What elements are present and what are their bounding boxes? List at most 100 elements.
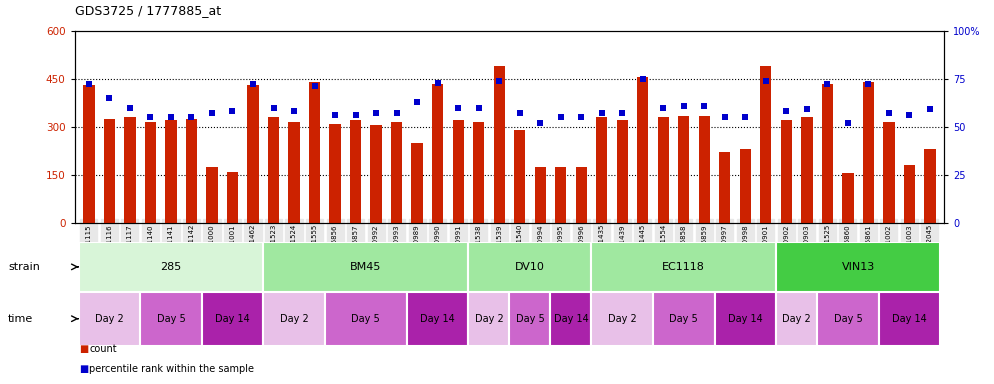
Point [676,103,692,109]
Bar [924,149,935,223]
Bar [740,149,750,223]
Bar [103,119,115,223]
Point [81,81,96,88]
Text: VIN13: VIN13 [842,262,875,272]
Bar [83,85,94,223]
Point [389,110,405,116]
Bar [879,292,940,346]
Point [410,99,425,105]
Text: percentile rank within the sample: percentile rank within the sample [89,364,254,374]
Bar [535,167,546,223]
Bar [186,119,197,223]
Bar [407,292,468,346]
Point [799,106,815,113]
Text: Day 5: Day 5 [834,314,862,324]
Text: DV10: DV10 [515,262,545,272]
Bar [555,167,567,223]
Point [512,110,528,116]
Bar [551,292,591,346]
Bar [468,292,509,346]
Bar [165,120,177,223]
Bar [678,116,690,223]
Bar [371,125,382,223]
Bar [720,152,731,223]
Bar [658,117,669,223]
Bar [884,122,895,223]
Bar [263,242,468,292]
Text: Day 14: Day 14 [420,314,455,324]
Point [101,95,117,101]
Point [265,104,281,111]
Bar [79,242,263,292]
Point [471,104,487,111]
Point [697,103,713,109]
Bar [124,117,135,223]
Bar [468,242,591,292]
Point [429,79,445,86]
Bar [637,77,648,223]
Bar [325,292,407,346]
Point [122,104,138,111]
Point [184,114,200,120]
Point [163,114,179,120]
Text: Day 2: Day 2 [608,314,636,324]
Bar [509,292,551,346]
Text: Day 2: Day 2 [474,314,503,324]
Bar [268,117,279,223]
Bar [391,122,403,223]
Text: Day 14: Day 14 [215,314,249,324]
Bar [207,167,218,223]
Point [327,112,343,118]
Text: time: time [8,314,33,324]
Text: Day 5: Day 5 [669,314,698,324]
Bar [760,66,771,223]
Bar [473,122,484,223]
Bar [140,292,202,346]
Bar [432,84,443,223]
Bar [863,82,874,223]
Text: count: count [89,344,117,354]
Bar [248,85,258,223]
Bar [801,117,812,223]
Point [614,110,630,116]
Bar [263,292,325,346]
Bar [780,120,792,223]
Bar [776,292,817,346]
Bar [715,292,776,346]
Point [635,76,651,82]
Point [306,83,322,89]
Text: GDS3725 / 1777885_at: GDS3725 / 1777885_at [75,4,221,17]
Bar [309,82,320,223]
Bar [350,120,361,223]
Bar [596,117,607,223]
Point [532,120,548,126]
Point [861,81,877,88]
Bar [591,242,776,292]
Point [778,108,794,114]
Point [553,114,569,120]
Text: 285: 285 [160,262,182,272]
Bar [79,292,140,346]
Text: Day 14: Day 14 [892,314,926,324]
Bar [227,172,239,223]
Point [840,120,856,126]
Text: Day 5: Day 5 [352,314,381,324]
Bar [494,66,505,223]
Text: Day 2: Day 2 [279,314,308,324]
Bar [145,122,156,223]
Bar [202,292,263,346]
Text: BM45: BM45 [350,262,382,272]
Text: Day 5: Day 5 [516,314,545,324]
Bar [329,124,341,223]
Bar [616,120,628,223]
Text: strain: strain [8,262,40,272]
Point [717,114,733,120]
Point [246,81,261,88]
Text: Day 5: Day 5 [157,314,185,324]
Bar [576,167,586,223]
Point [142,114,158,120]
Point [225,108,241,114]
Bar [817,292,879,346]
Point [881,110,897,116]
Bar [904,165,915,223]
